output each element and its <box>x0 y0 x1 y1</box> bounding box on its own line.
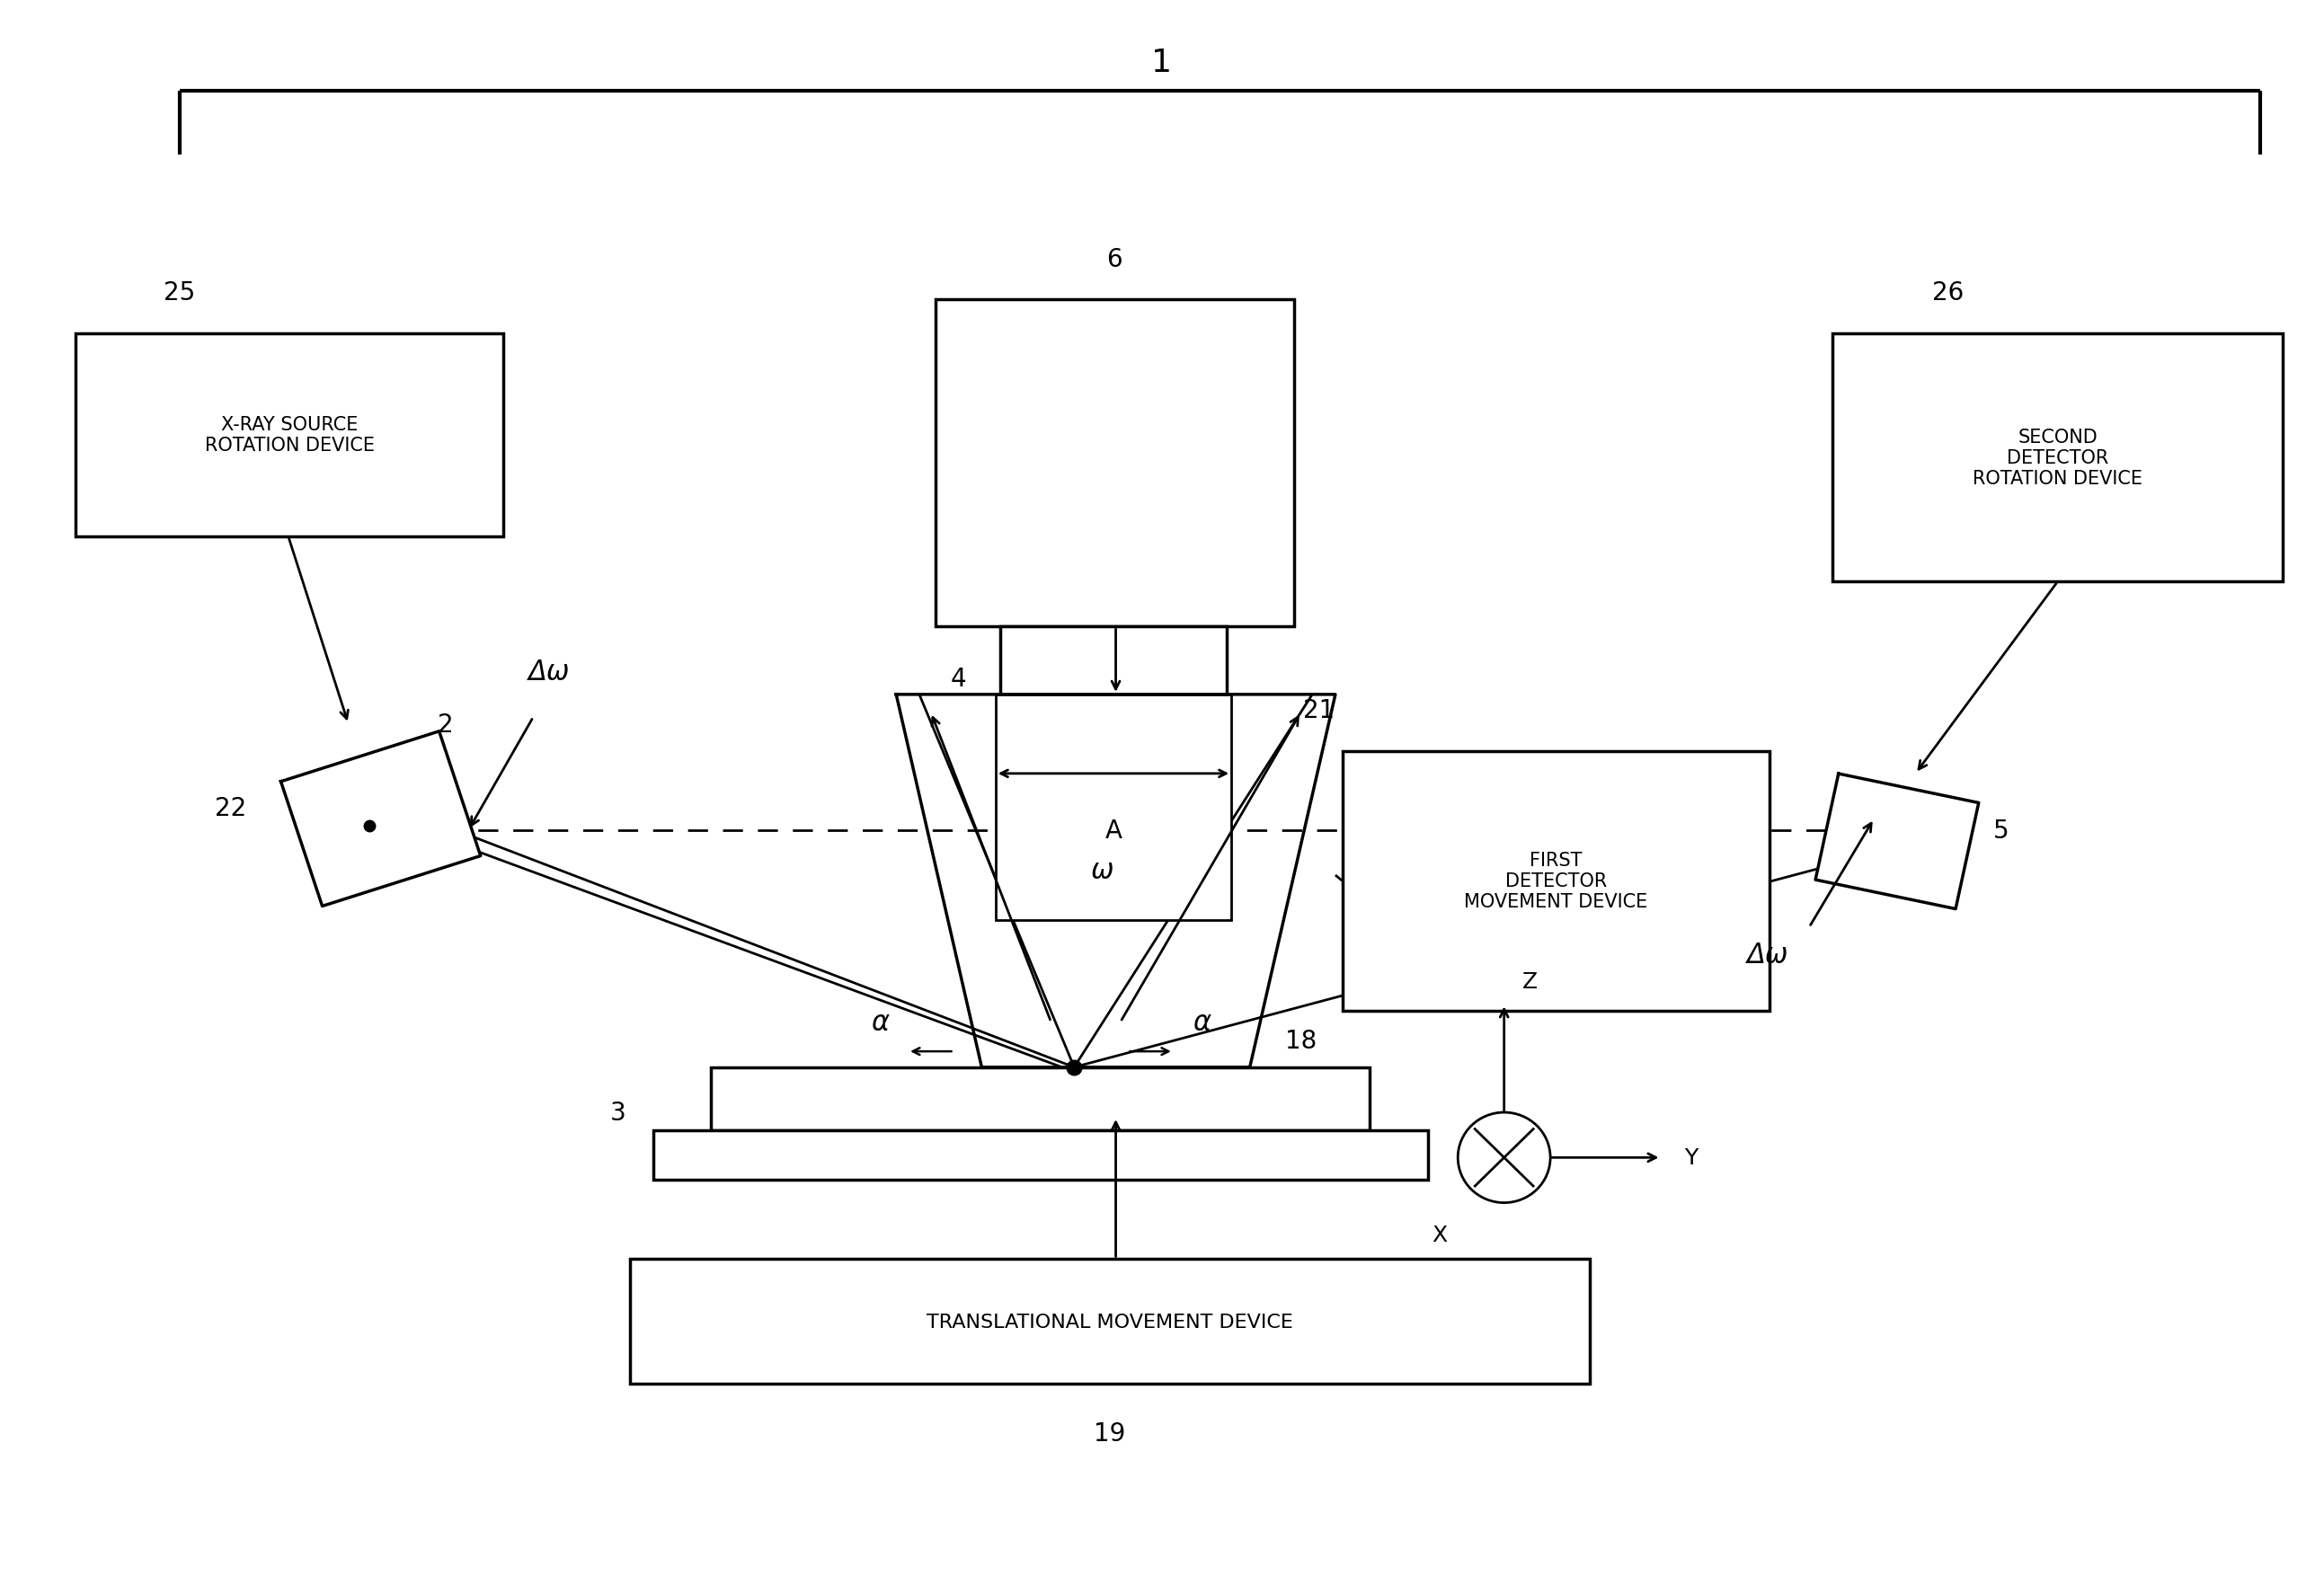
Circle shape <box>1457 1112 1550 1203</box>
Text: SECOND
DETECTOR
ROTATION DEVICE: SECOND DETECTOR ROTATION DEVICE <box>1973 429 2143 487</box>
Text: Z: Z <box>1522 970 1538 992</box>
Text: 25: 25 <box>163 280 195 306</box>
Text: ω: ω <box>1090 859 1113 884</box>
Text: Δω: Δω <box>1748 941 1789 967</box>
Text: 5: 5 <box>1994 817 2008 843</box>
Bar <box>1343 752 1771 1012</box>
Text: A: A <box>1104 817 1122 843</box>
Text: 21: 21 <box>1304 698 1334 723</box>
Bar <box>77 333 504 537</box>
Text: 26: 26 <box>1931 280 1964 306</box>
Polygon shape <box>897 695 1336 1067</box>
Text: X: X <box>1432 1223 1448 1246</box>
Polygon shape <box>281 731 481 906</box>
Text: Δω: Δω <box>528 660 569 685</box>
Text: 2: 2 <box>437 712 453 738</box>
Bar <box>653 1131 1427 1180</box>
Bar <box>937 299 1294 628</box>
Bar <box>630 1260 1590 1384</box>
Bar <box>711 1067 1371 1131</box>
Text: X-RAY SOURCE
ROTATION DEVICE: X-RAY SOURCE ROTATION DEVICE <box>205 416 374 454</box>
Text: 1: 1 <box>1153 48 1171 78</box>
Text: 6: 6 <box>1106 247 1122 272</box>
Bar <box>1831 333 2282 581</box>
Text: 4: 4 <box>951 666 967 691</box>
Polygon shape <box>1815 774 1978 910</box>
Bar <box>999 628 1227 695</box>
Text: 22: 22 <box>214 795 246 820</box>
Text: 3: 3 <box>609 1101 625 1125</box>
Text: α: α <box>872 1010 890 1035</box>
Text: FIRST
DETECTOR
MOVEMENT DEVICE: FIRST DETECTOR MOVEMENT DEVICE <box>1464 851 1648 911</box>
Bar <box>995 695 1232 921</box>
Text: 18: 18 <box>1285 1027 1315 1053</box>
Text: Y: Y <box>1685 1147 1699 1169</box>
Text: 19: 19 <box>1095 1421 1125 1446</box>
Text: α: α <box>1192 1010 1211 1035</box>
Text: TRANSLATIONAL MOVEMENT DEVICE: TRANSLATIONAL MOVEMENT DEVICE <box>927 1313 1292 1330</box>
